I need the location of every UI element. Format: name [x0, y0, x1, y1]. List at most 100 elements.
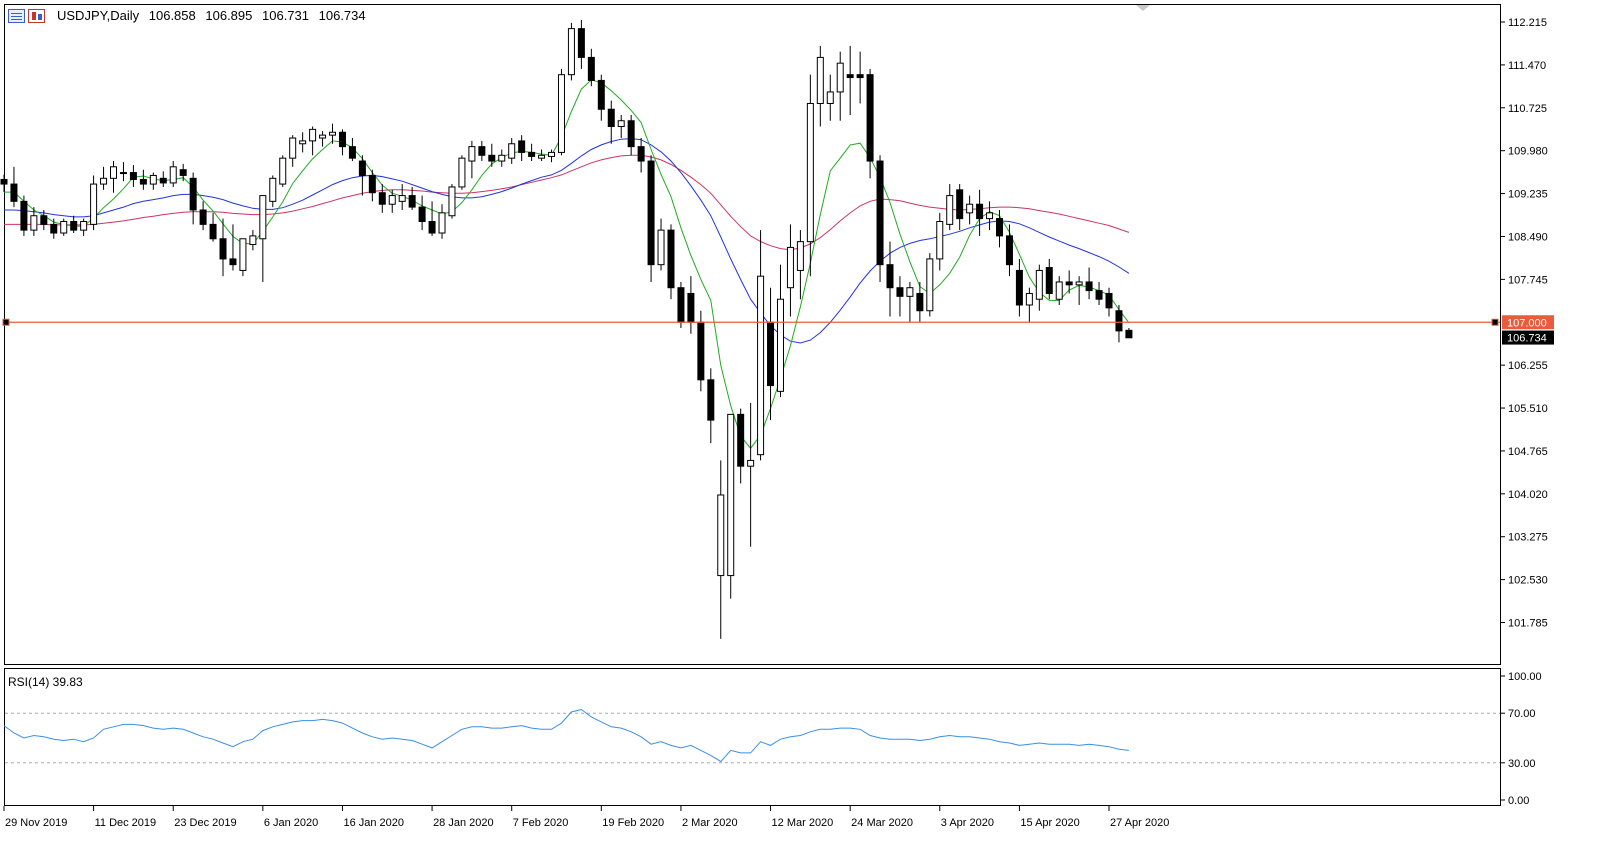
candle-body [717, 494, 725, 577]
rsi-tick-label: 30.00 [1508, 758, 1536, 770]
candle-body [358, 160, 366, 176]
candle [627, 114, 635, 156]
candle-body [727, 413, 735, 577]
candle [996, 209, 1003, 248]
rsi-polyline [3, 708, 1129, 763]
price-tick-label: 103.275 [1508, 532, 1548, 544]
ma-fast-line [4, 79, 1130, 450]
candle [508, 138, 516, 164]
candle-body [418, 206, 426, 222]
symbol-title: USDJPY,Daily [57, 8, 140, 23]
symbol-info: USDJPY,Daily 106.858 106.895 106.731 106… [57, 8, 372, 23]
price-tick-label: 112.215 [1508, 17, 1547, 29]
candle-body [80, 220, 88, 231]
candle-body [458, 157, 466, 188]
candle [1115, 304, 1123, 343]
candle [358, 155, 366, 196]
candle [806, 74, 814, 277]
time-tick-label: 23 Dec 2019 [174, 817, 236, 829]
candle-body [776, 298, 784, 392]
candle [1005, 224, 1013, 277]
time-tick-label: 11 Dec 2019 [95, 817, 157, 829]
candle-body [110, 166, 118, 179]
candle [378, 184, 386, 213]
price-tick-label: 108.490 [1508, 231, 1548, 243]
candle [0, 174, 8, 193]
candle-body [657, 229, 665, 266]
candle-body [289, 137, 297, 159]
chart-shift-marker[interactable] [1136, 5, 1150, 11]
candle-body [438, 212, 446, 234]
candle-body [557, 74, 565, 153]
time-tick-label: 2 Mar 2020 [682, 817, 738, 829]
candlestick-icon[interactable] [28, 9, 45, 23]
candle [1035, 264, 1043, 311]
candle-body [856, 74, 864, 79]
time-tick-label: 3 Apr 2020 [941, 817, 994, 829]
candle-body [667, 229, 675, 289]
candle-body [378, 192, 386, 205]
candle-body [587, 56, 595, 81]
candle-body [836, 62, 844, 93]
candle-body [806, 102, 814, 243]
candle [866, 68, 874, 179]
candle-body [986, 212, 994, 220]
candle [906, 281, 914, 323]
candle-body [707, 379, 715, 421]
candle [966, 195, 974, 225]
candle [717, 460, 725, 639]
candle-body [189, 177, 197, 211]
candle-body [338, 131, 346, 148]
candle-body [687, 292, 695, 323]
candle [1055, 276, 1063, 305]
candle-body [149, 174, 157, 185]
candle-body [846, 74, 854, 79]
candle [846, 45, 854, 115]
candle [30, 207, 38, 236]
candle-body [627, 120, 635, 148]
candle [538, 149, 546, 162]
candle [110, 161, 118, 193]
candle-body [956, 189, 964, 220]
candle [667, 224, 675, 300]
candle [597, 74, 605, 121]
candle-body [219, 238, 227, 260]
candle [338, 129, 346, 156]
candle-body [20, 200, 28, 231]
candle-body [209, 223, 217, 240]
candle [946, 184, 954, 231]
candle [10, 166, 18, 208]
candle [727, 413, 735, 599]
candle [767, 287, 775, 421]
bar-chart-icon[interactable] [8, 9, 25, 23]
candle-body [976, 203, 984, 220]
candle-body [1125, 329, 1133, 339]
candle-body [538, 154, 546, 159]
candle [259, 195, 267, 282]
candle [876, 155, 884, 282]
candle [557, 68, 565, 156]
candle-body [1025, 292, 1033, 306]
candle [179, 163, 187, 182]
candle-body [249, 235, 257, 246]
candle [90, 175, 98, 231]
candle [647, 155, 655, 282]
candle-body [498, 154, 506, 162]
candle-body [886, 264, 894, 289]
rsi-window-frame [4, 668, 1501, 806]
candle [129, 165, 137, 187]
candle [80, 218, 88, 236]
candle-body [796, 241, 804, 271]
candle-body [329, 131, 337, 136]
candle [299, 132, 307, 153]
candle-body [1095, 290, 1103, 300]
candle-body [1005, 235, 1013, 266]
main-chart-frame [4, 4, 1501, 665]
high-value: 106.895 [205, 8, 253, 23]
candle-body [139, 178, 147, 185]
candle [926, 253, 934, 317]
time-tick-label: 19 Feb 2020 [602, 817, 664, 829]
horizontal-line-107[interactable] [2, 318, 1500, 326]
price-tick-label: 102.530 [1508, 575, 1548, 587]
open-value: 106.858 [148, 8, 196, 23]
